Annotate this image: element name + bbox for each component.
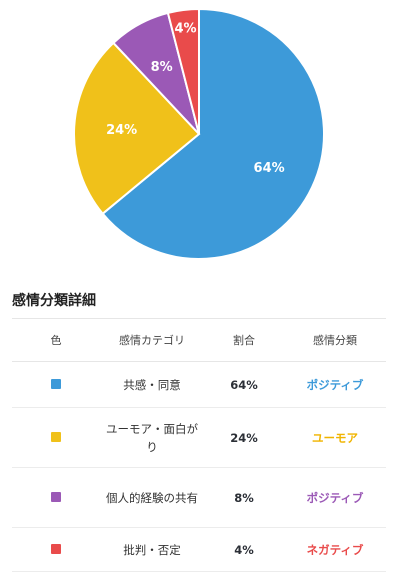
emotion-table: 色 感情カテゴリ 割合 感情分類 共感・同意 64% ポジティブ ユーモア・面白… — [12, 318, 386, 572]
ratio-cell: 24% — [204, 407, 284, 468]
category-cell: 批判・否定 — [100, 527, 204, 572]
class-cell: ポジティブ — [284, 361, 386, 408]
table-row: 共感・同意 64% ポジティブ — [12, 361, 386, 408]
table-row: 個人的経験の共有 8% ポジティブ — [12, 467, 386, 528]
color-swatch — [51, 491, 61, 502]
header-ratio: 割合 — [204, 318, 284, 362]
category-cell: ユーモア・面白がり — [100, 407, 204, 468]
color-cell — [12, 527, 100, 572]
category-cell: 個人的経験の共有 — [100, 467, 204, 528]
table-row: 批判・否定 4% ネガティブ — [12, 527, 386, 572]
slice-data-label: 64% — [254, 161, 285, 176]
class-cell: ユーモア — [284, 407, 386, 468]
color-swatch — [51, 431, 61, 442]
slice-empathy — [101, 7, 325, 260]
color-swatch — [51, 378, 61, 389]
slice-data-label: 4% — [174, 21, 196, 36]
header-category: 感情カテゴリ — [100, 318, 204, 362]
color-swatch — [51, 543, 61, 554]
table-header-row: 色 感情カテゴリ 割合 感情分類 — [12, 318, 386, 362]
ratio-cell: 64% — [204, 361, 284, 408]
class-cell: ポジティブ — [284, 467, 386, 528]
header-class: 感情分類 — [284, 318, 386, 362]
slice-data-label: 24% — [106, 123, 137, 138]
table-row: ユーモア・面白がり 24% ユーモア — [12, 407, 386, 468]
section-title: 感情分類詳細 — [12, 293, 96, 309]
pie-chart: 64% 24% 8% 4% — [0, 0, 401, 270]
ratio-cell: 8% — [204, 467, 284, 528]
pie-chart-svg: 64% 24% 8% 4% — [73, 7, 325, 260]
slice-data-label: 8% — [151, 60, 173, 75]
color-cell — [12, 467, 100, 528]
color-cell — [12, 407, 100, 468]
color-cell — [12, 361, 100, 408]
category-cell: 共感・同意 — [100, 361, 204, 408]
class-cell: ネガティブ — [284, 527, 386, 572]
ratio-cell: 4% — [204, 527, 284, 572]
slice-criticism — [166, 7, 200, 135]
header-color: 色 — [12, 318, 100, 362]
slice-humor — [73, 41, 201, 216]
